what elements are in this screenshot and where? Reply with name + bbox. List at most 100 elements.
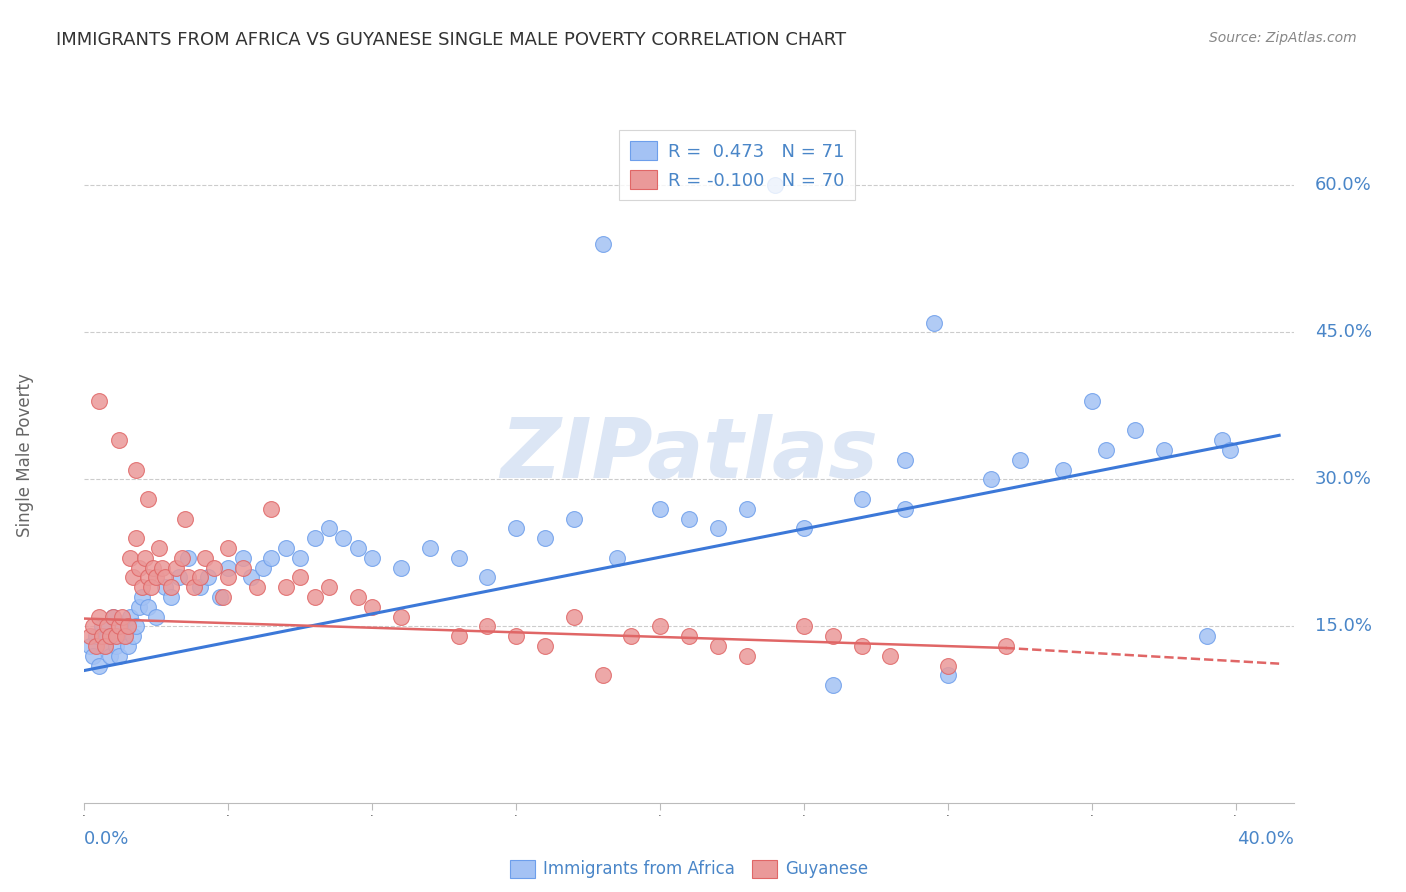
Point	[79, 639, 101, 653]
Point	[894, 452, 917, 467]
Point	[606, 550, 628, 565]
Point	[84, 639, 107, 653]
Point	[134, 550, 156, 565]
Point	[217, 560, 239, 574]
Point	[136, 570, 159, 584]
Point	[93, 639, 115, 653]
Point	[735, 648, 758, 663]
Point	[389, 560, 412, 574]
Point	[90, 629, 112, 643]
Point	[142, 560, 165, 574]
Point	[851, 639, 873, 653]
Point	[232, 560, 254, 574]
Point	[389, 609, 412, 624]
Point	[166, 560, 188, 574]
Point	[125, 619, 148, 633]
Text: 40.0%: 40.0%	[1237, 830, 1294, 847]
Point	[174, 511, 197, 525]
Point	[735, 501, 758, 516]
Point	[202, 560, 225, 574]
Point	[232, 550, 254, 565]
Point	[136, 491, 159, 506]
Point	[197, 570, 219, 584]
Point	[505, 629, 527, 643]
Point	[217, 541, 239, 555]
Point	[650, 501, 672, 516]
Point	[347, 590, 370, 604]
Point	[936, 668, 959, 682]
Point	[108, 434, 131, 448]
Point	[260, 550, 283, 565]
Point	[139, 580, 162, 594]
Point	[183, 580, 205, 594]
Point	[1052, 462, 1074, 476]
Point	[260, 501, 283, 516]
Point	[274, 541, 297, 555]
Point	[922, 316, 945, 330]
Point	[177, 570, 200, 584]
Point	[534, 639, 557, 653]
Point	[361, 599, 384, 614]
Point	[159, 580, 181, 594]
Point	[592, 237, 614, 252]
Text: Source: ZipAtlas.com: Source: ZipAtlas.com	[1209, 31, 1357, 45]
Point	[793, 619, 815, 633]
Point	[125, 531, 148, 545]
Text: 30.0%: 30.0%	[1315, 470, 1371, 489]
Point	[87, 394, 110, 409]
Point	[1081, 394, 1104, 409]
Point	[145, 609, 167, 624]
Text: Single Male Poverty: Single Male Poverty	[17, 373, 34, 537]
Point	[678, 629, 700, 643]
Point	[562, 511, 585, 525]
Point	[447, 629, 470, 643]
Point	[96, 619, 118, 633]
Point	[98, 648, 121, 663]
Point	[148, 541, 170, 555]
Point	[821, 678, 844, 692]
Point	[332, 531, 354, 545]
Text: 60.0%: 60.0%	[1315, 177, 1371, 194]
Point	[150, 560, 173, 574]
Point	[105, 639, 128, 653]
Point	[562, 609, 585, 624]
Point	[111, 619, 134, 633]
Point	[153, 580, 176, 594]
Point	[108, 648, 131, 663]
Text: IMMIGRANTS FROM AFRICA VS GUYANESE SINGLE MALE POVERTY CORRELATION CHART: IMMIGRANTS FROM AFRICA VS GUYANESE SINGL…	[56, 31, 846, 49]
Point	[879, 648, 901, 663]
Point	[706, 639, 728, 653]
Point	[894, 501, 917, 516]
Text: ZIPatlas: ZIPatlas	[501, 415, 877, 495]
Point	[131, 580, 153, 594]
Point	[188, 580, 211, 594]
Point	[419, 541, 441, 555]
Point	[117, 619, 139, 633]
Point	[93, 639, 115, 653]
Point	[194, 550, 217, 565]
Point	[620, 629, 643, 643]
Point	[82, 648, 104, 663]
Point	[706, 521, 728, 535]
Point	[1008, 452, 1031, 467]
Point	[114, 629, 136, 643]
Point	[117, 639, 139, 653]
Point	[169, 570, 191, 584]
Text: 45.0%: 45.0%	[1315, 324, 1372, 342]
Point	[274, 580, 297, 594]
Point	[240, 570, 263, 584]
Point	[763, 178, 786, 193]
Point	[82, 619, 104, 633]
Point	[1211, 434, 1233, 448]
Point	[851, 491, 873, 506]
Point	[98, 629, 121, 643]
Point	[246, 580, 269, 594]
Point	[79, 629, 101, 643]
Point	[96, 629, 118, 643]
Point	[678, 511, 700, 525]
Point	[304, 531, 326, 545]
Point	[1095, 443, 1118, 458]
Text: 0.0%: 0.0%	[84, 830, 129, 847]
Point	[84, 629, 107, 643]
Point	[821, 629, 844, 643]
